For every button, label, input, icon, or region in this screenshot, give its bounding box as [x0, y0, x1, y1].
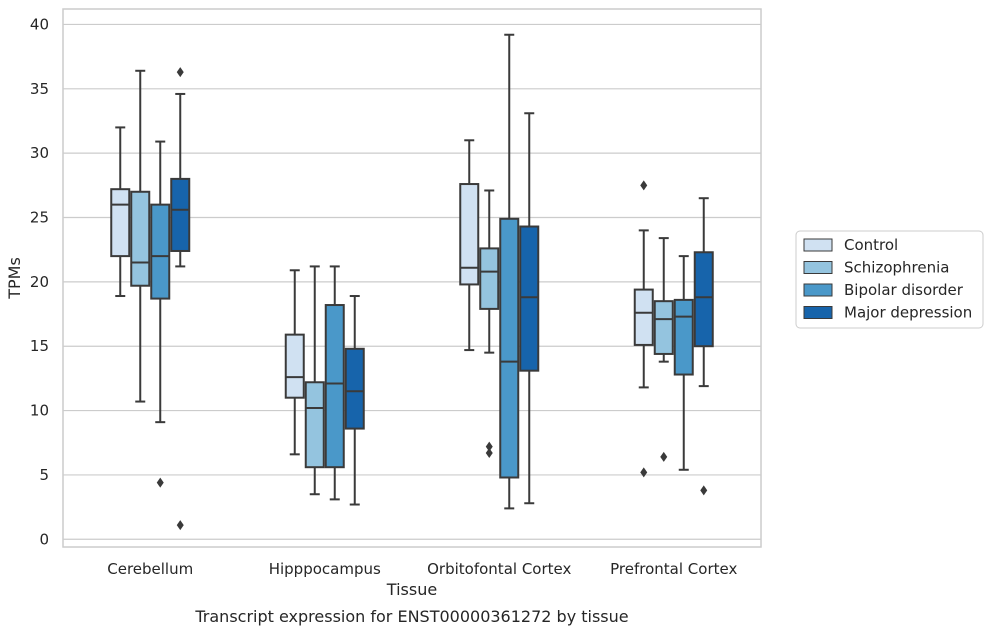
legend-label: Control [844, 236, 898, 254]
box-schizophrenia-0 [130, 69, 151, 403]
box-major-depression-2 [519, 112, 540, 505]
box-body [673, 298, 694, 376]
box-bipolar-disorder-0 [150, 140, 171, 488]
box-body [693, 251, 714, 348]
box-body [150, 203, 171, 300]
y-tick-label-10: 10 [30, 402, 49, 420]
box-control-3 [633, 180, 654, 478]
y-axis-label: TPMs [5, 257, 24, 300]
box-control-2 [459, 139, 480, 352]
outlier-point [485, 448, 493, 459]
x-tick-label: Hipppocampus [269, 560, 381, 578]
outlier-point [176, 520, 184, 531]
box-body [130, 190, 151, 287]
x-tick-label: Cerebellum [107, 560, 193, 578]
box-control-1 [284, 269, 305, 456]
legend-label: Bipolar disorder [844, 281, 964, 299]
plot-area [110, 33, 714, 531]
box-body [479, 247, 500, 310]
legend: Control Schizophrenia Bipolar disorder Majo… [795, 230, 984, 329]
box-body [519, 225, 540, 372]
box-control-0 [110, 126, 131, 298]
y-axis-ticks: 0 5 10 15 20 25 30 35 40 [30, 15, 49, 548]
outlier-point [660, 451, 668, 462]
box-body [459, 183, 480, 286]
outlier-point [640, 467, 648, 478]
x-tick-label: Prefrontal Cortex [610, 560, 737, 578]
legend-swatch [803, 283, 833, 297]
box-body [170, 177, 191, 252]
box-bipolar-disorder-3 [673, 255, 694, 471]
y-tick-label-15: 15 [30, 337, 49, 355]
chart-caption: Transcript expression for ENST0000036127… [194, 607, 628, 626]
x-axis-ticks: Cerebellum Hipppocampus Orbitofontal Corte… [107, 560, 737, 578]
legend-swatch [803, 261, 833, 274]
box-schizophrenia-2 [479, 189, 500, 459]
outlier-point [485, 441, 493, 452]
box-major-depression-1 [344, 295, 365, 506]
y-tick-label-5: 5 [39, 466, 49, 484]
outlier-point [156, 477, 164, 488]
y-tick-label-0: 0 [39, 530, 49, 548]
box-body [284, 333, 305, 399]
box-body [304, 381, 325, 469]
legend-label: Major depression [844, 304, 972, 322]
outlier-point [700, 485, 708, 496]
x-tick-label: Orbitofontal Cortex [427, 560, 571, 578]
y-tick-label-25: 25 [30, 209, 49, 227]
box-major-depression-3 [693, 197, 714, 496]
plot-frame [62, 8, 762, 548]
legend-swatch [803, 238, 833, 252]
box-body [110, 188, 131, 258]
box-bipolar-disorder-2 [499, 33, 520, 510]
box-body [499, 217, 520, 479]
y-tick-label-40: 40 [30, 15, 49, 33]
legend-swatch [803, 306, 833, 319]
box-major-depression-0 [170, 67, 191, 531]
legend-label: Schizophrenia [844, 259, 949, 277]
y-tick-label-35: 35 [30, 80, 49, 98]
outlier-point [176, 67, 184, 78]
box-body [653, 300, 674, 355]
box-body [633, 288, 654, 346]
y-tick-label-30: 30 [30, 144, 49, 162]
legend-frame [795, 230, 984, 329]
box-bipolar-disorder-1 [324, 265, 345, 501]
x-axis-label: Tissue [386, 580, 437, 599]
box-body [344, 347, 365, 430]
outlier-point [640, 180, 648, 191]
box-body [324, 304, 345, 469]
y-tick-label-20: 20 [30, 273, 49, 291]
box-schizophrenia-3 [653, 237, 674, 462]
box-schizophrenia-1 [304, 265, 325, 496]
